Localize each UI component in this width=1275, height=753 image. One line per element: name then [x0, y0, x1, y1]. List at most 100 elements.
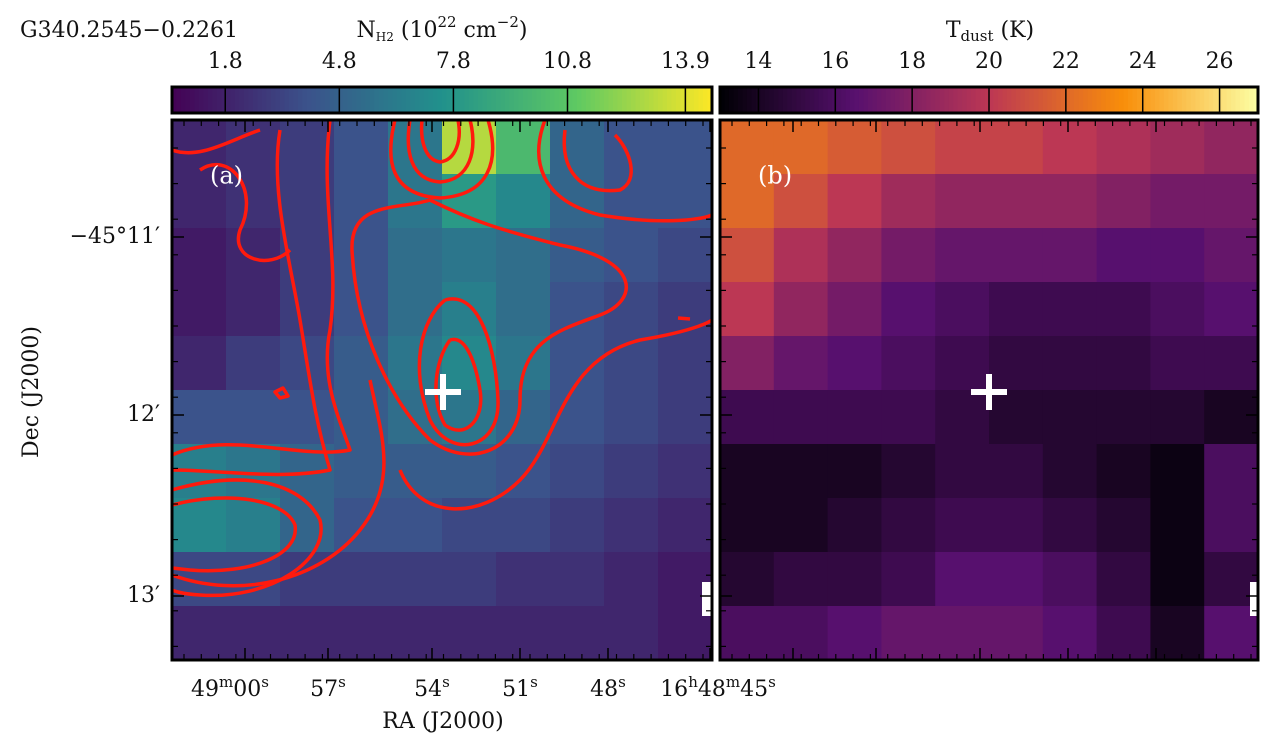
heatmap-cell	[935, 174, 990, 229]
colorbar-swatch	[460, 87, 465, 113]
heatmap-cell	[1096, 444, 1151, 499]
colorbar-swatch	[957, 87, 963, 113]
colorbar-tick-label: 13.9	[661, 49, 710, 74]
colorbar-swatch	[854, 87, 860, 113]
contour	[172, 120, 352, 457]
colorbar-swatch	[388, 87, 393, 113]
colorbar-swatch	[473, 87, 479, 113]
heatmap-cell	[1150, 444, 1205, 499]
heatmap-cell	[550, 174, 605, 229]
colorbar-swatch	[997, 87, 1003, 113]
colorbar-swatch	[190, 87, 195, 113]
colorbar-swatch	[1114, 87, 1120, 113]
contour	[172, 496, 297, 573]
y-tick-label: −45°11′	[70, 224, 160, 249]
colorbar-swatch	[728, 87, 734, 113]
heatmap-cell	[604, 228, 659, 283]
colorbar-swatch	[667, 87, 672, 113]
heatmap-cell	[550, 120, 605, 175]
colorbar-swatch	[325, 87, 330, 113]
colorbar-swatch	[1074, 87, 1080, 113]
colorbar-swatch	[993, 87, 999, 113]
colorbar-tick-label: 1.8	[208, 49, 243, 74]
colorbar-swatch	[850, 87, 855, 113]
colorbar-swatch	[836, 87, 842, 113]
colorbar-swatch	[1204, 87, 1210, 113]
colorbar-swatch	[1159, 87, 1165, 113]
unit: (K)	[994, 18, 1035, 43]
heatmap-cell	[226, 282, 281, 337]
colorbar-swatch	[599, 87, 605, 113]
heatmap-cell	[388, 606, 443, 661]
heatmap-cell	[935, 498, 990, 553]
heatmap-cell	[720, 228, 775, 283]
colorbar-swatch	[613, 87, 618, 113]
colorbar-swatch	[782, 87, 788, 113]
heatmap-cell	[720, 282, 775, 337]
heatmap-cell	[989, 606, 1044, 661]
colorbar-swatch	[1244, 87, 1250, 113]
colorbar-swatch	[989, 87, 994, 113]
heatmap-cell	[1096, 120, 1151, 175]
heatmap-cell	[442, 282, 497, 337]
heatmap-cell	[604, 606, 659, 661]
colorbar-swatch	[590, 87, 596, 113]
contour	[172, 128, 261, 155]
colorbar-tick-label: 16	[821, 49, 849, 74]
colorbar-swatch	[1145, 87, 1151, 113]
heatmap-cell	[773, 282, 829, 337]
heatmap-cell	[226, 390, 281, 445]
heatmap-cell	[881, 552, 936, 607]
colorbar-swatch	[640, 87, 645, 113]
colorbar-swatch	[208, 87, 213, 113]
heatmap-cell	[720, 552, 775, 607]
x-tick-label: 49m00s	[191, 673, 269, 702]
colorbar-swatch	[604, 87, 609, 113]
colorbar-swatch	[257, 87, 263, 113]
heatmap-cell	[226, 228, 281, 283]
colorbar-swatch	[1181, 87, 1187, 113]
colorbar-swatch	[307, 87, 312, 113]
colorbar-swatch	[1024, 87, 1030, 113]
colorbar-swatch	[185, 87, 191, 113]
colorbar-tick-label: 18	[898, 49, 926, 74]
heatmap-cell	[773, 606, 829, 661]
heatmap-cell	[989, 174, 1044, 229]
heatmap-cell	[1042, 390, 1098, 445]
colorbar-swatch	[284, 87, 290, 113]
heatmap-cell	[935, 444, 990, 499]
heatmap-cell	[550, 552, 605, 607]
colorbar-swatch	[631, 87, 636, 113]
heatmap-cell	[226, 336, 281, 391]
heatmap-cell	[827, 282, 882, 337]
colorbar-swatch	[455, 87, 461, 113]
tick-text: 16	[660, 677, 688, 702]
colorbar-swatch	[428, 87, 434, 113]
subscript: dust	[961, 27, 994, 45]
colorbar-swatch	[487, 87, 492, 113]
colorbar-swatch	[921, 87, 927, 113]
colorbar-swatch	[1141, 87, 1147, 113]
heatmap-cell	[935, 606, 990, 661]
colorbar-swatch	[1190, 87, 1196, 113]
colorbar-swatch	[1132, 87, 1138, 113]
heatmap-cell	[550, 444, 605, 499]
unit: cm	[457, 18, 497, 43]
heatmap-cell	[935, 282, 990, 337]
colorbar-swatch	[809, 87, 815, 113]
colorbar-swatch	[881, 87, 887, 113]
colorbar-swatch	[410, 87, 416, 113]
colorbar-swatch	[939, 87, 945, 113]
colorbar-swatch	[1047, 87, 1053, 113]
colorbar-swatch	[1226, 87, 1232, 113]
colorbar-swatch	[482, 87, 488, 113]
heatmap-cell	[442, 228, 497, 283]
colorbar-swatch	[289, 87, 294, 113]
colorbar-swatch	[491, 87, 497, 113]
colorbar-swatch	[764, 87, 770, 113]
heatmap-cell	[658, 228, 713, 283]
colorbar-tick-label: 26	[1206, 49, 1234, 74]
heatmap-cell	[881, 444, 936, 499]
colorbar-swatch	[415, 87, 420, 113]
colorbar-swatch	[1083, 87, 1089, 113]
